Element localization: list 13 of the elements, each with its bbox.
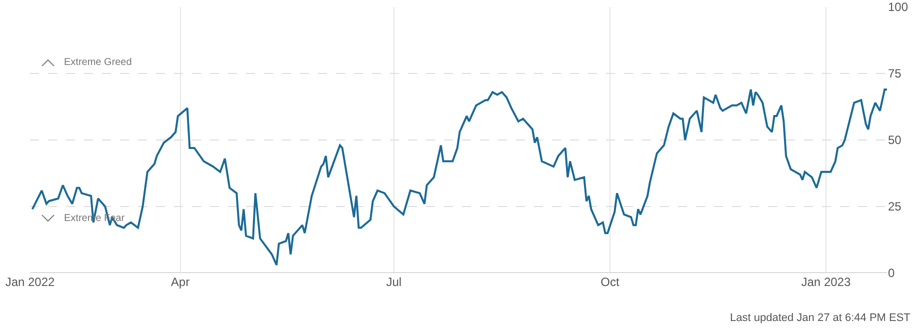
y-tick-label: 50 <box>888 133 902 148</box>
line-series <box>31 88 887 266</box>
y-tick-label: 75 <box>888 66 902 81</box>
text: Last updated Jan 27 at 6:44 PM EST <box>730 312 911 324</box>
y-tick-label: 25 <box>888 200 902 214</box>
annotation: Extreme Greed <box>64 57 132 68</box>
x-tick-label: Jul <box>386 275 402 289</box>
y-tick-label: 0 <box>888 266 895 280</box>
y-tick-label: 100 <box>888 0 908 14</box>
x-tick-label: Jan 2023 <box>801 275 851 289</box>
x-tick-label: Oct <box>600 275 620 289</box>
x-tick-label: Jan 2022 <box>5 275 56 289</box>
x-tick-label: Apr <box>170 275 190 289</box>
